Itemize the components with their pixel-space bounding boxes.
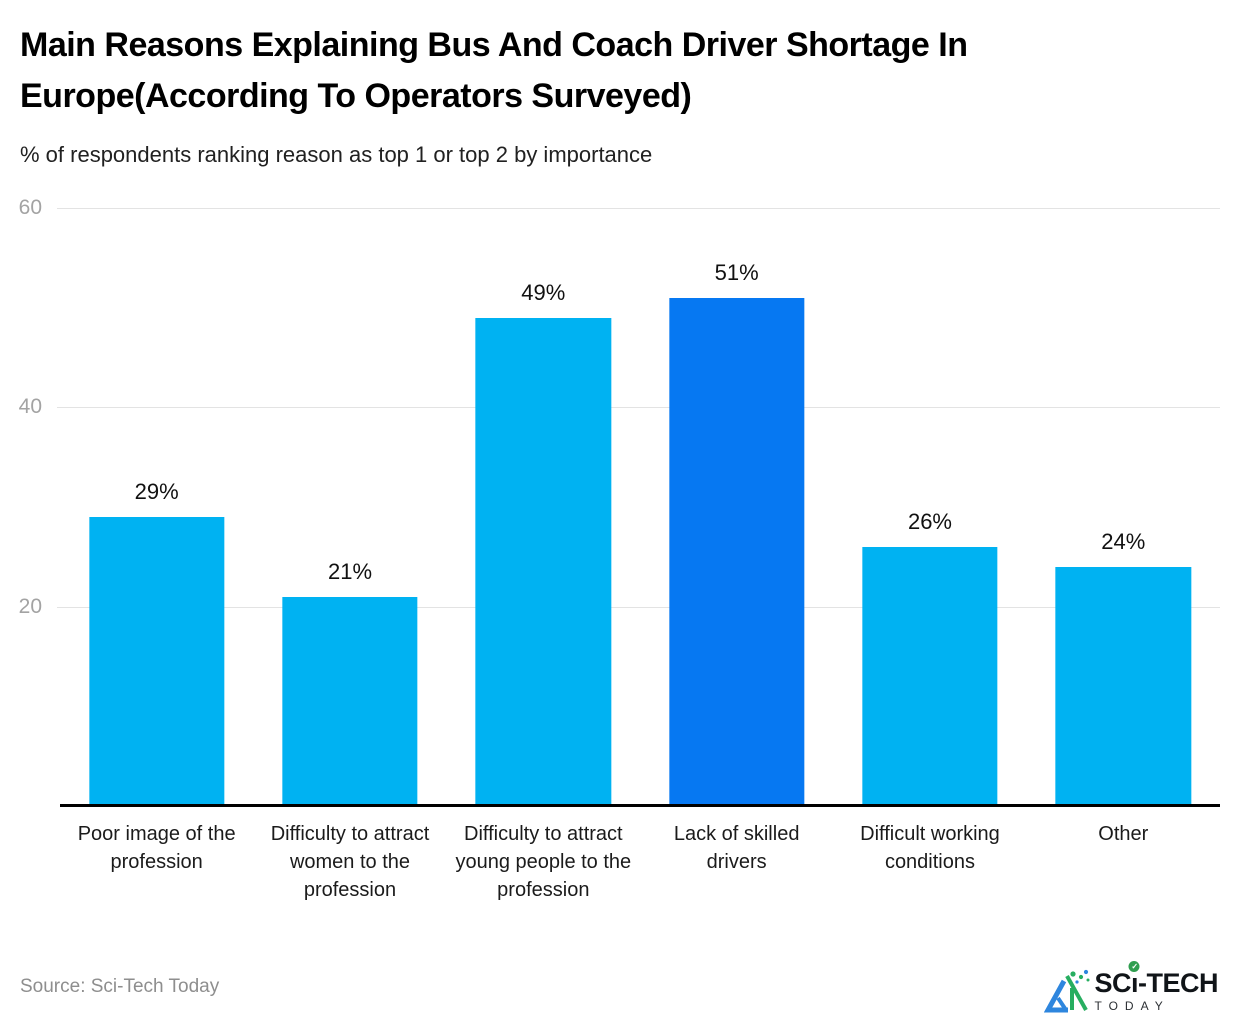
- logo-brand-name: SCı ✓ -TECH: [1094, 961, 1219, 998]
- gridline-40: [57, 407, 1220, 409]
- x-axis-category-label: Difficulty to attract women to the profe…: [270, 823, 430, 901]
- y-axis-tick-label: 20: [18, 594, 42, 618]
- logo-triangle-icon: [1044, 969, 1090, 1013]
- bar-column: 26%: [833, 208, 1026, 806]
- bar-attract-women: [282, 596, 418, 806]
- bar-column: 29%: [60, 208, 253, 806]
- gridline-20: [57, 606, 1220, 608]
- source-caption: Source: Sci-Tech Today: [20, 976, 220, 997]
- x-axis-category-label: Poor image of the profession: [77, 823, 236, 873]
- x-axis-category-label: Difficulty to attract young people to th…: [455, 823, 632, 901]
- y-axis-tick-label: 60: [18, 196, 42, 219]
- x-axis-category-label: Difficult working conditions: [860, 823, 1000, 873]
- bar-column: 49%: [447, 208, 640, 806]
- bar-value-label: 49%: [521, 279, 566, 305]
- plot-area: 60 40 20 29% 21% 49% 51% 26%: [19, 196, 1220, 806]
- bar-lack-skilled-drivers: [668, 297, 805, 806]
- bar-attract-young-people: [475, 317, 611, 806]
- logo-today-text: TODAY: [1094, 999, 1170, 1013]
- x-axis-labels: Poor image of the profession Difficulty …: [60, 820, 1220, 904]
- bar-value-label: 29%: [134, 478, 179, 504]
- bar-other: [1055, 566, 1191, 806]
- x-axis-line: [60, 804, 1220, 807]
- bar-poor-image: [88, 516, 225, 806]
- chart-title: Main Reasons Explaining Bus And Coach Dr…: [20, 26, 968, 115]
- bar-working-conditions: [862, 546, 998, 806]
- bar-value-label: 24%: [1101, 528, 1146, 554]
- bar-column: 24%: [1027, 208, 1220, 806]
- bar-value-label: 26%: [907, 508, 952, 534]
- chart-subtitle: % of respondents ranking reason as top 1…: [20, 142, 653, 167]
- logo-check-icon: ✓: [1128, 961, 1140, 972]
- bar-value-label: 51%: [714, 259, 759, 285]
- bar-value-label: 21%: [327, 558, 373, 584]
- gridline-60: [57, 208, 1220, 209]
- logo-text: SCı ✓ -TECH TODAY: [1094, 961, 1219, 1013]
- y-axis-tick-label: 40: [18, 395, 42, 419]
- x-axis-category-label: Other: [1098, 823, 1149, 845]
- bar-column: 21%: [253, 208, 446, 806]
- bar-column: 51%: [640, 208, 833, 806]
- sci-tech-today-logo: SCı ✓ -TECH TODAY: [1044, 961, 1219, 1014]
- bars-group: 29% 21% 49% 51% 26% 24%: [60, 208, 1220, 806]
- x-axis-category-label: Lack of skilled drivers: [673, 823, 800, 873]
